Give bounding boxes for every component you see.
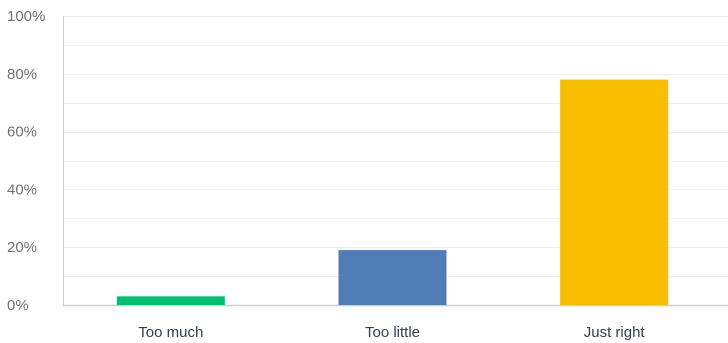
y-tick-label: 0% [7,297,29,314]
y-axis-tick-labels: 0% 20% 40% 60% 80% 100% [7,8,45,314]
bar-too-much [117,296,225,305]
bar-just-right [560,80,668,305]
x-category-label: Too much [138,324,203,341]
x-category-label: Just right [584,324,646,341]
y-tick-label: 60% [7,124,37,141]
y-tick-label: 40% [7,181,37,198]
x-axis-category-labels: Too much Too little Just right [138,324,645,341]
y-tick-label: 100% [7,8,45,25]
bars [117,80,668,305]
bar-too-little [339,250,447,305]
y-tick-label: 80% [7,66,37,83]
y-tick-label: 20% [7,239,37,256]
x-category-label: Too little [365,324,420,341]
